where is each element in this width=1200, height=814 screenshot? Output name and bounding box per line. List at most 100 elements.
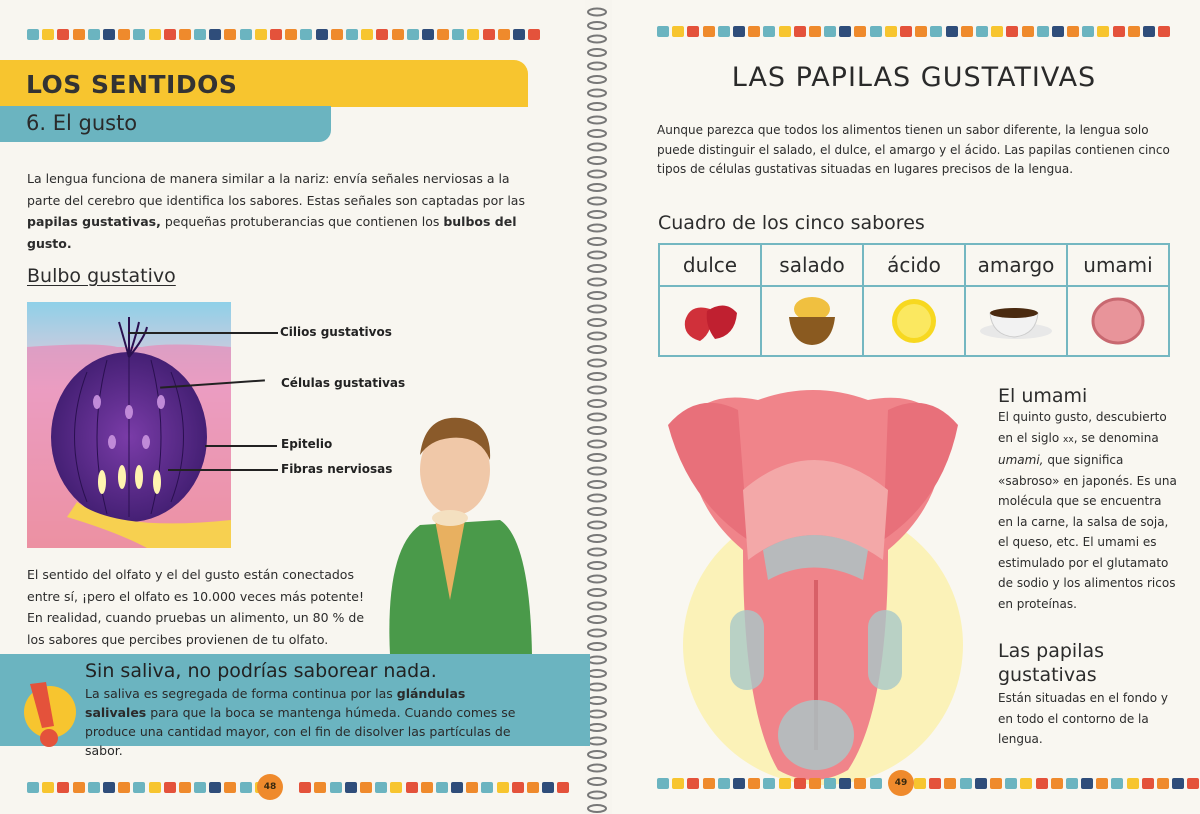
intro-paragraph: La lengua funciona de manera similar a l…	[27, 171, 525, 251]
spiral-ring	[587, 763, 607, 773]
spiral-ring	[587, 129, 607, 138]
section-title: LOS SENTIDOS	[26, 70, 238, 99]
decorative-square	[930, 26, 943, 37]
decorative-square	[1112, 26, 1125, 37]
decorative-square	[854, 778, 867, 789]
decorative-square	[778, 778, 791, 789]
decorative-square	[178, 29, 191, 40]
decorative-square	[209, 29, 222, 40]
decorative-square	[1111, 778, 1124, 789]
decorative-square	[72, 29, 85, 40]
decorative-square	[299, 782, 312, 793]
decorative-square	[1020, 778, 1033, 789]
spiral-ring	[587, 588, 607, 597]
spiral-ring	[587, 723, 607, 732]
boy-eating-ice-cream-photo	[389, 417, 532, 655]
decorative-square	[239, 782, 252, 793]
spiral-ring	[587, 304, 607, 314]
decorative-square	[748, 778, 761, 789]
decorative-square	[1158, 26, 1171, 37]
spiral-ring	[587, 196, 607, 206]
decorative-square	[435, 782, 448, 793]
decorative-square	[778, 26, 791, 37]
decorative-square	[482, 29, 495, 40]
decorative-square	[1065, 778, 1078, 789]
decorative-square	[1067, 26, 1080, 37]
decorative-square	[72, 782, 85, 793]
spiral-ring	[587, 102, 607, 111]
decorative-square	[133, 29, 146, 40]
leader-line	[205, 445, 277, 447]
spiral-ring	[587, 115, 607, 125]
table-title: Cuadro de los cinco sabores	[658, 212, 925, 234]
decorative-square	[1141, 778, 1154, 789]
spiral-ring	[587, 61, 607, 71]
decorative-squares-bottom-right	[657, 778, 1200, 789]
flavor-header: umami	[1066, 243, 1170, 287]
spiral-ring	[587, 34, 607, 44]
spiral-ring	[587, 736, 607, 746]
spiral-ring	[587, 547, 607, 557]
decorative-square	[118, 782, 131, 793]
decorative-square	[808, 778, 821, 789]
subsection-title: 6. El gusto	[26, 111, 138, 135]
decorative-square	[452, 29, 465, 40]
flavor-header: amargo	[964, 243, 1068, 287]
decorative-square	[1187, 778, 1200, 789]
decorative-square	[466, 782, 479, 793]
lemon-icon	[892, 299, 936, 343]
spiral-ring	[587, 48, 607, 57]
decorative-square	[42, 29, 55, 40]
decorative-square	[118, 29, 131, 40]
decorative-square	[497, 29, 510, 40]
papilas-title: Las papilas gustativas	[998, 640, 1105, 686]
decorative-square	[1157, 778, 1169, 789]
spiral-ring	[587, 574, 607, 584]
decorative-square	[542, 782, 555, 793]
decorative-square	[1172, 778, 1185, 789]
page-number-right: 49	[888, 770, 914, 796]
spiral-ring	[587, 466, 607, 476]
spiral-ring	[587, 399, 607, 408]
spiral-ring	[587, 88, 607, 98]
spiral-ring	[587, 426, 607, 435]
decorative-square	[513, 29, 525, 40]
decorative-square	[420, 782, 433, 793]
spiral-ring	[587, 804, 607, 813]
decorative-square	[687, 778, 700, 789]
spiral-ring	[587, 237, 607, 246]
spiral-ring	[587, 345, 607, 354]
label-celulas: Células gustativas	[281, 376, 406, 390]
decorative-square	[1081, 778, 1094, 789]
decorative-square	[960, 26, 973, 37]
decorative-square	[148, 782, 161, 793]
decorative-squares-bottom-left	[27, 782, 570, 793]
spiral-ring	[587, 318, 607, 327]
decorative-square	[732, 26, 745, 37]
decorative-square	[974, 778, 987, 789]
decorative-square	[163, 29, 176, 40]
decorative-square	[1036, 26, 1049, 37]
decorative-square	[359, 782, 372, 793]
decorative-square	[467, 29, 480, 40]
decorative-square	[254, 29, 267, 40]
right-intro: Aunque parezca que todos los alimentos t…	[657, 123, 1170, 176]
spiral-binding	[587, 7, 607, 813]
spiral-ring	[587, 358, 607, 368]
decorative-square	[1097, 26, 1110, 37]
decorative-square	[133, 782, 146, 793]
exclamation-icon	[24, 682, 76, 747]
decorative-square	[989, 778, 1002, 789]
decorative-square	[194, 29, 207, 40]
spiral-ring	[587, 264, 607, 273]
spiral-ring	[587, 493, 607, 503]
decorative-square	[391, 29, 404, 40]
alert-text: La saliva es segregada de forma continua…	[85, 686, 516, 758]
spiral-ring	[587, 655, 607, 665]
decorative-square	[329, 782, 342, 793]
page-number-left: 48	[257, 774, 283, 800]
spiral-ring	[587, 439, 607, 449]
spiral-ring	[587, 210, 607, 219]
decorative-square	[285, 29, 298, 40]
flavor-header: ácido	[862, 243, 966, 287]
